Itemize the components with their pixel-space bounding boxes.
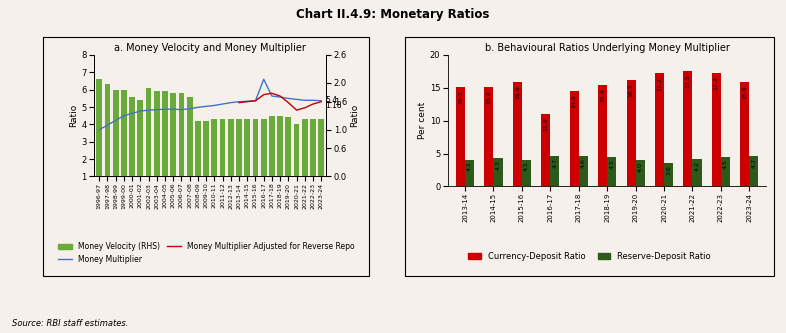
Bar (236, 119, 242, 194)
Bar (310, 119, 316, 194)
Bar (692, 159, 702, 186)
Bar (749, 156, 758, 186)
Bar (162, 91, 168, 194)
Bar (277, 116, 283, 194)
Bar (138, 100, 143, 194)
Bar (465, 160, 474, 186)
Text: 4.5: 4.5 (609, 159, 614, 169)
Y-axis label: Ratio: Ratio (69, 104, 79, 127)
Bar (740, 82, 749, 186)
Bar (302, 119, 307, 194)
Bar (261, 119, 266, 194)
Text: 15.9: 15.9 (515, 85, 520, 99)
Bar (542, 114, 550, 186)
Text: 4.1: 4.1 (467, 162, 472, 171)
Bar (721, 157, 730, 186)
Bar (285, 118, 292, 194)
Bar (456, 87, 465, 186)
Bar (683, 71, 692, 186)
Text: 4.7: 4.7 (751, 158, 756, 167)
Text: 5.4: 5.4 (325, 96, 337, 105)
Bar (97, 79, 102, 194)
Bar (294, 125, 299, 194)
Text: 4.5: 4.5 (723, 159, 728, 169)
Bar (220, 119, 226, 194)
Text: 15.4: 15.4 (601, 89, 605, 102)
Bar (664, 163, 673, 186)
Text: 15.2: 15.2 (458, 90, 463, 104)
Bar (550, 156, 560, 186)
Text: 17.3: 17.3 (714, 76, 719, 90)
Bar (228, 119, 233, 194)
Text: 4.2: 4.2 (695, 161, 700, 171)
Text: 4.6: 4.6 (581, 158, 586, 168)
Bar (578, 156, 588, 186)
Bar (121, 90, 127, 194)
Bar (145, 88, 152, 194)
Text: 4.3: 4.3 (495, 160, 501, 170)
Bar (105, 85, 110, 194)
Bar (244, 119, 250, 194)
Text: 17.2: 17.2 (657, 77, 662, 91)
Text: 14.5: 14.5 (571, 95, 577, 108)
Text: 3.6: 3.6 (666, 165, 671, 174)
Text: 11.0: 11.0 (543, 118, 549, 131)
Y-axis label: Per cent: Per cent (418, 102, 427, 139)
Bar (522, 160, 531, 186)
Text: 1.18: 1.18 (325, 101, 342, 110)
Text: 4.0: 4.0 (637, 162, 643, 172)
Bar (252, 119, 259, 194)
Bar (494, 158, 502, 186)
Bar (570, 91, 578, 186)
Text: 16.2: 16.2 (629, 83, 634, 97)
Bar (712, 73, 721, 186)
Title: a. Money Velocity and Money Multiplier: a. Money Velocity and Money Multiplier (114, 43, 307, 53)
Text: 4.7: 4.7 (553, 158, 557, 167)
Bar (626, 80, 636, 186)
Bar (636, 160, 645, 186)
Text: 15.9: 15.9 (742, 85, 747, 99)
Bar (113, 90, 119, 194)
Bar (187, 97, 193, 194)
Text: Chart II.4.9: Monetary Ratios: Chart II.4.9: Monetary Ratios (296, 8, 490, 21)
Bar (269, 116, 275, 194)
Title: b. Behavioural Ratios Underlying Money Multiplier: b. Behavioural Ratios Underlying Money M… (485, 43, 729, 53)
Bar (484, 87, 494, 186)
Bar (608, 157, 616, 186)
Text: 17.5: 17.5 (685, 75, 690, 89)
Legend: Money Velocity (RHS), Money Multiplier, Money Multiplier Adjusted for Reverse Re: Money Velocity (RHS), Money Multiplier, … (58, 242, 354, 264)
Bar (171, 93, 176, 194)
Bar (598, 85, 608, 186)
Y-axis label: Ratio: Ratio (350, 104, 359, 127)
Bar (154, 91, 160, 194)
Bar (512, 82, 522, 186)
Bar (129, 97, 135, 194)
Bar (178, 93, 185, 194)
Bar (655, 73, 664, 186)
Text: 15.2: 15.2 (487, 90, 491, 104)
Bar (195, 121, 200, 194)
Bar (211, 119, 217, 194)
Text: Source: RBI staff estimates.: Source: RBI staff estimates. (12, 319, 128, 328)
Bar (318, 119, 324, 194)
Legend: Currency-Deposit Ratio, Reserve-Deposit Ratio: Currency-Deposit Ratio, Reserve-Deposit … (468, 252, 711, 261)
Text: 4.1: 4.1 (524, 162, 529, 171)
Bar (204, 121, 209, 194)
